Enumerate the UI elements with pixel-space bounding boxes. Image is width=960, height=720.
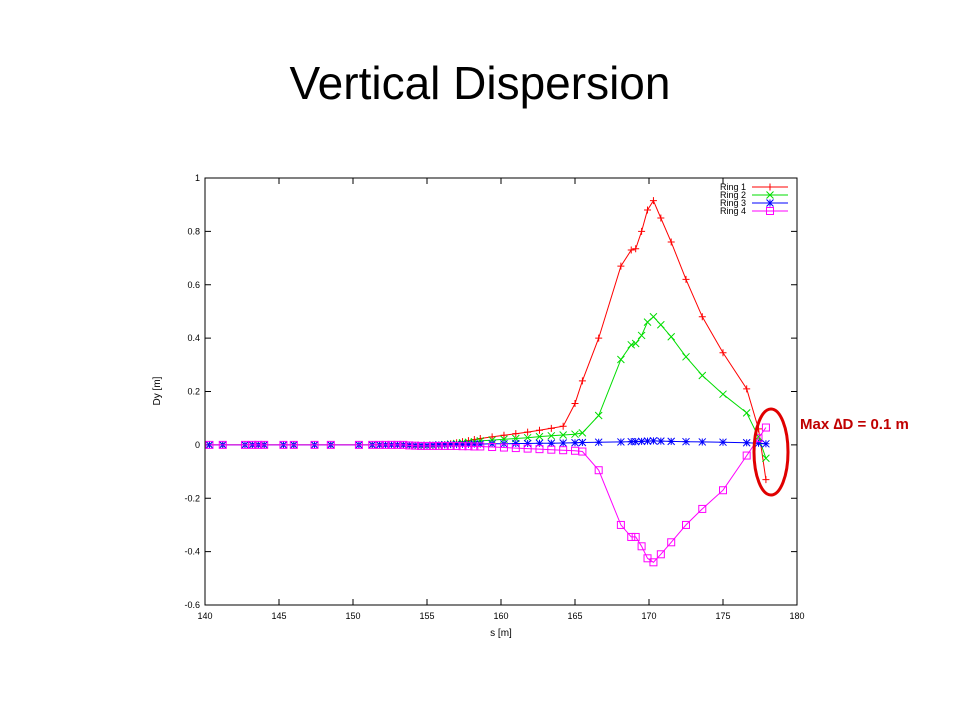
data-point <box>617 438 624 445</box>
x-tick-label: 175 <box>715 611 730 621</box>
data-point <box>668 239 675 246</box>
x-axis-label: s [m] <box>490 628 512 639</box>
x-tick-label: 170 <box>641 611 656 621</box>
y-tick-label: 0.8 <box>187 226 200 236</box>
data-point <box>699 438 706 445</box>
data-point <box>683 276 690 283</box>
legend: Ring 1Ring 2Ring 3Ring 4 <box>720 182 788 216</box>
data-point <box>572 400 579 407</box>
series-ring-2 <box>206 313 769 461</box>
x-tick-label: 165 <box>567 611 582 621</box>
data-point <box>755 440 762 447</box>
data-point <box>512 440 519 447</box>
data-point <box>579 377 586 384</box>
y-tick-label: -0.2 <box>184 493 200 503</box>
plot-area <box>205 178 797 605</box>
data-point <box>699 313 706 320</box>
y-tick-label: 0 <box>195 440 200 450</box>
series-line <box>209 428 766 563</box>
data-point <box>743 409 750 416</box>
series-ring-4 <box>206 424 769 566</box>
data-point <box>668 333 675 340</box>
data-point <box>524 440 531 447</box>
max-dispersion-annotation: Max ∆D = 0.1 m <box>800 416 909 433</box>
data-point <box>500 432 507 439</box>
data-point <box>595 335 602 342</box>
axis-ticks: 140 145 150 155 160 165 170 175 180 -0.6 -0.4 -0.2 0… <box>184 173 804 621</box>
data-point <box>560 423 567 430</box>
data-point <box>617 356 624 363</box>
data-point <box>743 439 750 446</box>
y-axis-label: Dy [m] <box>152 376 163 405</box>
data-point <box>762 440 769 447</box>
x-tick-label: 140 <box>197 611 212 621</box>
series-line <box>209 201 766 480</box>
y-tick-label: 0.6 <box>187 280 200 290</box>
highlight-ellipse <box>754 409 788 495</box>
data-point <box>617 263 624 270</box>
data-point <box>579 439 586 446</box>
data-point <box>650 313 657 320</box>
data-point <box>683 438 690 445</box>
data-point <box>595 412 602 419</box>
data-point <box>595 439 602 446</box>
data-point <box>644 207 651 214</box>
data-point <box>743 385 750 392</box>
y-tick-label: 0.2 <box>187 387 200 397</box>
x-tick-label: 180 <box>789 611 804 621</box>
data-point <box>536 427 543 434</box>
data-point <box>628 247 635 254</box>
series-layer <box>206 197 769 566</box>
data-point <box>767 184 774 191</box>
data-point <box>762 455 769 462</box>
data-point <box>657 438 664 445</box>
data-point <box>560 440 567 447</box>
legend-label: Ring 4 <box>720 206 746 216</box>
data-point <box>632 245 639 252</box>
data-point <box>767 200 774 207</box>
data-point <box>657 215 664 222</box>
data-point <box>683 353 690 360</box>
data-point <box>668 438 675 445</box>
x-tick-label: 150 <box>345 611 360 621</box>
series-line <box>209 317 766 458</box>
x-tick-label: 155 <box>419 611 434 621</box>
data-point <box>572 439 579 446</box>
data-point <box>720 439 727 446</box>
x-tick-label: 160 <box>493 611 508 621</box>
data-point <box>489 433 496 440</box>
data-point <box>650 197 657 204</box>
y-tick-label: 1 <box>195 173 200 183</box>
data-point <box>650 437 657 444</box>
data-point <box>657 321 664 328</box>
data-point <box>638 228 645 235</box>
data-point <box>720 391 727 398</box>
data-point <box>762 476 769 483</box>
data-point <box>699 372 706 379</box>
data-point <box>638 332 645 339</box>
data-point <box>720 349 727 356</box>
y-tick-label: 0.4 <box>187 333 200 343</box>
data-point <box>548 425 555 432</box>
x-tick-label: 145 <box>271 611 286 621</box>
y-tick-label: -0.6 <box>184 600 200 610</box>
y-tick-label: -0.4 <box>184 547 200 557</box>
